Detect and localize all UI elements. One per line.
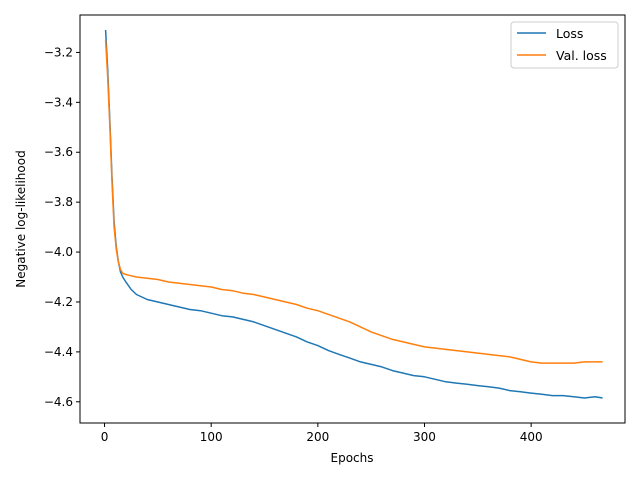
- y-tick-label: −4.4: [44, 345, 73, 359]
- y-tick-label: −4.0: [44, 245, 73, 259]
- x-tick-label: 100: [200, 430, 223, 444]
- y-tick-label: −3.4: [44, 95, 73, 109]
- x-tick-label: 300: [413, 430, 436, 444]
- y-tick-label: −4.6: [44, 395, 73, 409]
- y-axis-label: Negative log-likelihood: [14, 150, 28, 287]
- legend: Loss Val. loss: [510, 21, 619, 69]
- x-tick-label: 200: [306, 430, 329, 444]
- plot-frame: [79, 14, 626, 424]
- y-axis-ticks: −3.2 −3.4 −3.6 −3.8 −4.0 −4.2 −4.4 −4.6: [44, 45, 80, 409]
- x-tick-label: 400: [520, 430, 543, 444]
- x-tick-label: 0: [101, 430, 109, 444]
- y-tick-label: −3.8: [44, 195, 73, 209]
- series-line-0: [104, 29, 603, 399]
- y-tick-label: −4.2: [44, 295, 73, 309]
- series-line-1: [104, 39, 603, 364]
- legend-label-val-loss: Val. loss: [556, 48, 607, 63]
- x-axis-ticks: 0 100 200 300 400: [101, 423, 543, 444]
- series-layer: [104, 29, 603, 399]
- legend-label-loss: Loss: [556, 26, 583, 41]
- y-tick-label: −3.2: [44, 45, 73, 59]
- y-tick-label: −3.6: [44, 145, 73, 159]
- x-axis-label: Epochs: [331, 451, 374, 465]
